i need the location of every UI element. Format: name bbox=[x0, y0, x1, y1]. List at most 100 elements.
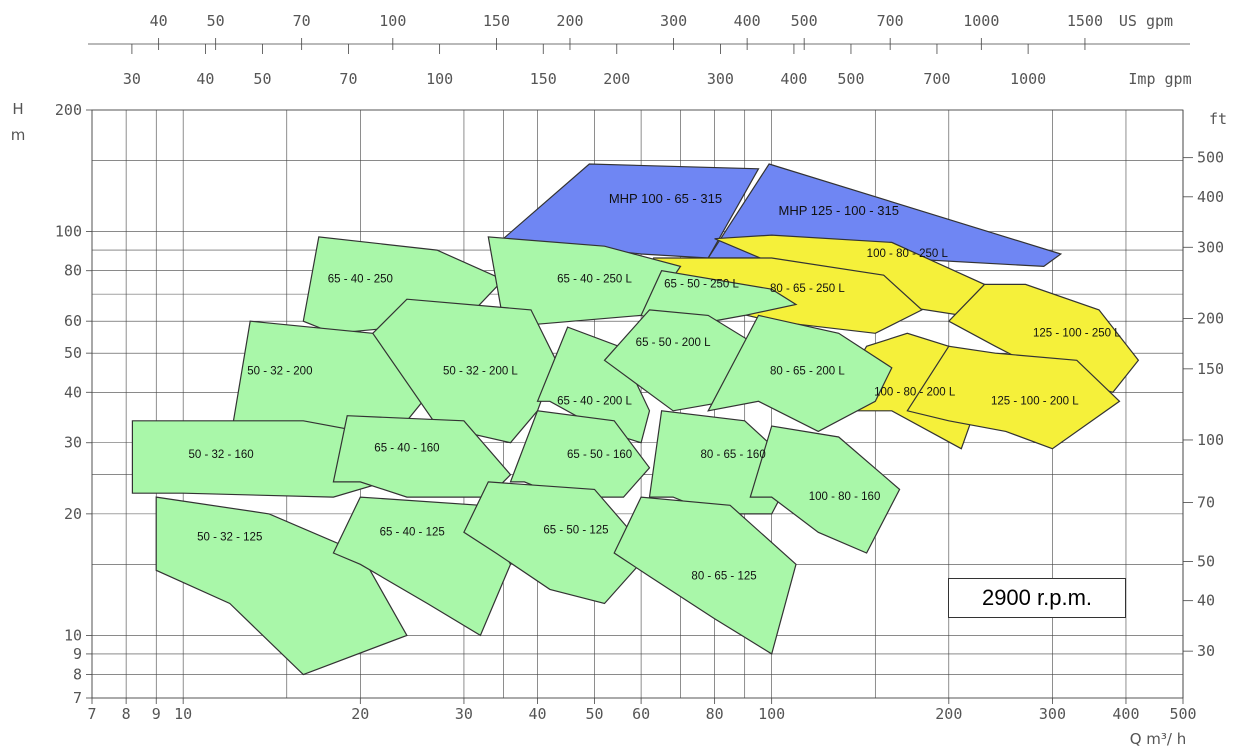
imp-gpm-tick-label: 50 bbox=[253, 70, 271, 88]
zone-label: MHP 100 - 65 - 315 bbox=[609, 191, 722, 206]
zone-label: 65 - 50 - 200 L bbox=[636, 337, 711, 349]
y-tick-label: 8 bbox=[73, 666, 82, 684]
x-tick-label: 200 bbox=[935, 705, 962, 723]
imp-gpm-tick-label: 30 bbox=[123, 70, 141, 88]
x-tick-label: 40 bbox=[528, 705, 546, 723]
ft-tick-label: 150 bbox=[1197, 360, 1224, 378]
us-gpm-tick-label: 50 bbox=[207, 12, 225, 30]
imp-gpm-tick-label: 300 bbox=[707, 70, 734, 88]
zone-label: MHP 125 - 100 - 315 bbox=[778, 203, 898, 218]
zone-label: 65 - 40 - 125 bbox=[380, 526, 445, 538]
ft-tick-label: 500 bbox=[1197, 149, 1224, 167]
us-gpm-tick-label: 700 bbox=[877, 12, 904, 30]
zone-80-65-125 bbox=[613, 496, 797, 655]
y-tick-label: 30 bbox=[64, 434, 82, 452]
zone-80-65-200-l bbox=[707, 314, 893, 433]
x-tick-label: 20 bbox=[351, 705, 369, 723]
zone-label: 50 - 32 - 200 L bbox=[443, 366, 518, 378]
y-tick-label: 60 bbox=[64, 312, 82, 330]
zone-label: 100 - 80 - 160 bbox=[809, 491, 881, 503]
x-tick-label: 500 bbox=[1169, 705, 1196, 723]
x-tick-label: 100 bbox=[758, 705, 785, 723]
us-gpm-tick-label: 200 bbox=[556, 12, 583, 30]
imp-gpm-tick-label: 150 bbox=[530, 70, 557, 88]
us-gpm-tick-label: 70 bbox=[293, 12, 311, 30]
us-gpm-tick-label: 1500 bbox=[1067, 12, 1103, 30]
zone-label: 65 - 40 - 250 bbox=[328, 274, 393, 286]
zone-label: 65 - 40 - 250 L bbox=[557, 274, 632, 286]
zone-label: 65 - 40 - 160 bbox=[374, 443, 439, 455]
imp-gpm-tick-label: 100 bbox=[426, 70, 453, 88]
ft-axis-label: ft bbox=[1209, 110, 1227, 128]
y-axis-label: H bbox=[12, 100, 23, 118]
imp-gpm-tick-label: 1000 bbox=[1010, 70, 1046, 88]
ft-tick-label: 30 bbox=[1197, 642, 1215, 660]
ft-tick-label: 50 bbox=[1197, 553, 1215, 571]
zone-label: 125 - 100 - 200 L bbox=[991, 395, 1079, 407]
x-tick-label: 7 bbox=[87, 705, 96, 723]
zone-label: 50 - 32 - 200 bbox=[247, 366, 312, 378]
us-gpm-tick-label: 400 bbox=[734, 12, 761, 30]
ft-tick-label: 70 bbox=[1197, 494, 1215, 512]
us-gpm-tick-label: 300 bbox=[660, 12, 687, 30]
zone-label: 80 - 65 - 250 L bbox=[770, 283, 845, 295]
y-tick-label: 20 bbox=[64, 505, 82, 523]
ft-tick-label: 40 bbox=[1197, 592, 1215, 610]
speed-label: 2900 r.p.m. bbox=[948, 578, 1126, 618]
imp-gpm-label: Imp gpm bbox=[1128, 70, 1191, 88]
zone-label: 80 - 65 - 200 L bbox=[770, 366, 845, 378]
y-tick-label: 80 bbox=[64, 262, 82, 280]
y-tick-label: 200 bbox=[55, 101, 82, 119]
zone-125-100-200-l bbox=[906, 345, 1121, 450]
x-axis-label: Q m³/ h bbox=[1130, 730, 1187, 748]
zone-label: 65 - 50 - 250 L bbox=[664, 278, 739, 290]
zone-label: 100 - 80 - 250 L bbox=[867, 248, 949, 260]
zone-label: 65 - 50 - 125 bbox=[543, 524, 608, 536]
zone-label: 50 - 32 - 125 bbox=[197, 531, 262, 543]
us-gpm-tick-label: 40 bbox=[150, 12, 168, 30]
zone-label: 65 - 50 - 160 bbox=[567, 449, 632, 461]
imp-gpm-tick-label: 700 bbox=[923, 70, 950, 88]
zone-50-32-125 bbox=[155, 496, 408, 676]
y-tick-label: 7 bbox=[73, 689, 82, 707]
ft-tick-label: 400 bbox=[1197, 188, 1224, 206]
zone-label: 80 - 65 - 125 bbox=[691, 570, 756, 582]
x-tick-label: 400 bbox=[1112, 705, 1139, 723]
zone-100-80-160 bbox=[749, 425, 901, 554]
zone-labels: MHP 100 - 65 - 315 MHP 125 - 100 - 315 100… bbox=[188, 191, 1121, 582]
x-tick-label: 8 bbox=[122, 705, 131, 723]
imp-gpm-tick-label: 200 bbox=[603, 70, 630, 88]
x-tick-label: 300 bbox=[1039, 705, 1066, 723]
us-gpm-tick-label: 1000 bbox=[963, 12, 999, 30]
zone-label: 80 - 65 - 160 bbox=[701, 449, 766, 461]
x-tick-label: 50 bbox=[585, 705, 603, 723]
zone-label: 125 - 100 - 250 L bbox=[1033, 327, 1121, 339]
y-axis-unit: m bbox=[11, 126, 26, 144]
y-tick-label: 40 bbox=[64, 383, 82, 401]
x-tick-label: 80 bbox=[706, 705, 724, 723]
pump-zones bbox=[131, 163, 1140, 676]
ft-tick-label: 200 bbox=[1197, 309, 1224, 327]
zone-label: 100 - 80 - 200 L bbox=[874, 386, 956, 398]
zone-65-50-125 bbox=[463, 481, 651, 605]
y-tick-label: 100 bbox=[55, 223, 82, 241]
x-tick-label: 10 bbox=[174, 705, 192, 723]
y-tick-label: 10 bbox=[64, 626, 82, 644]
x-tick-label: 9 bbox=[152, 705, 161, 723]
zone-label: 65 - 40 - 200 L bbox=[557, 395, 632, 407]
imp-gpm-tick-label: 400 bbox=[780, 70, 807, 88]
imp-gpm-tick-label: 70 bbox=[339, 70, 357, 88]
ft-tick-label: 300 bbox=[1197, 238, 1224, 256]
us-gpm-tick-label: 100 bbox=[379, 12, 406, 30]
imp-gpm-tick-label: 500 bbox=[837, 70, 864, 88]
zone-label: 50 - 32 - 160 bbox=[188, 449, 253, 461]
us-gpm-tick-label: 150 bbox=[483, 12, 510, 30]
x-tick-label: 60 bbox=[632, 705, 650, 723]
y-tick-label: 9 bbox=[73, 645, 82, 663]
y-tick-label: 50 bbox=[64, 344, 82, 362]
x-tick-label: 30 bbox=[455, 705, 473, 723]
ft-tick-label: 100 bbox=[1197, 431, 1224, 449]
imp-gpm-tick-label: 40 bbox=[196, 70, 214, 88]
